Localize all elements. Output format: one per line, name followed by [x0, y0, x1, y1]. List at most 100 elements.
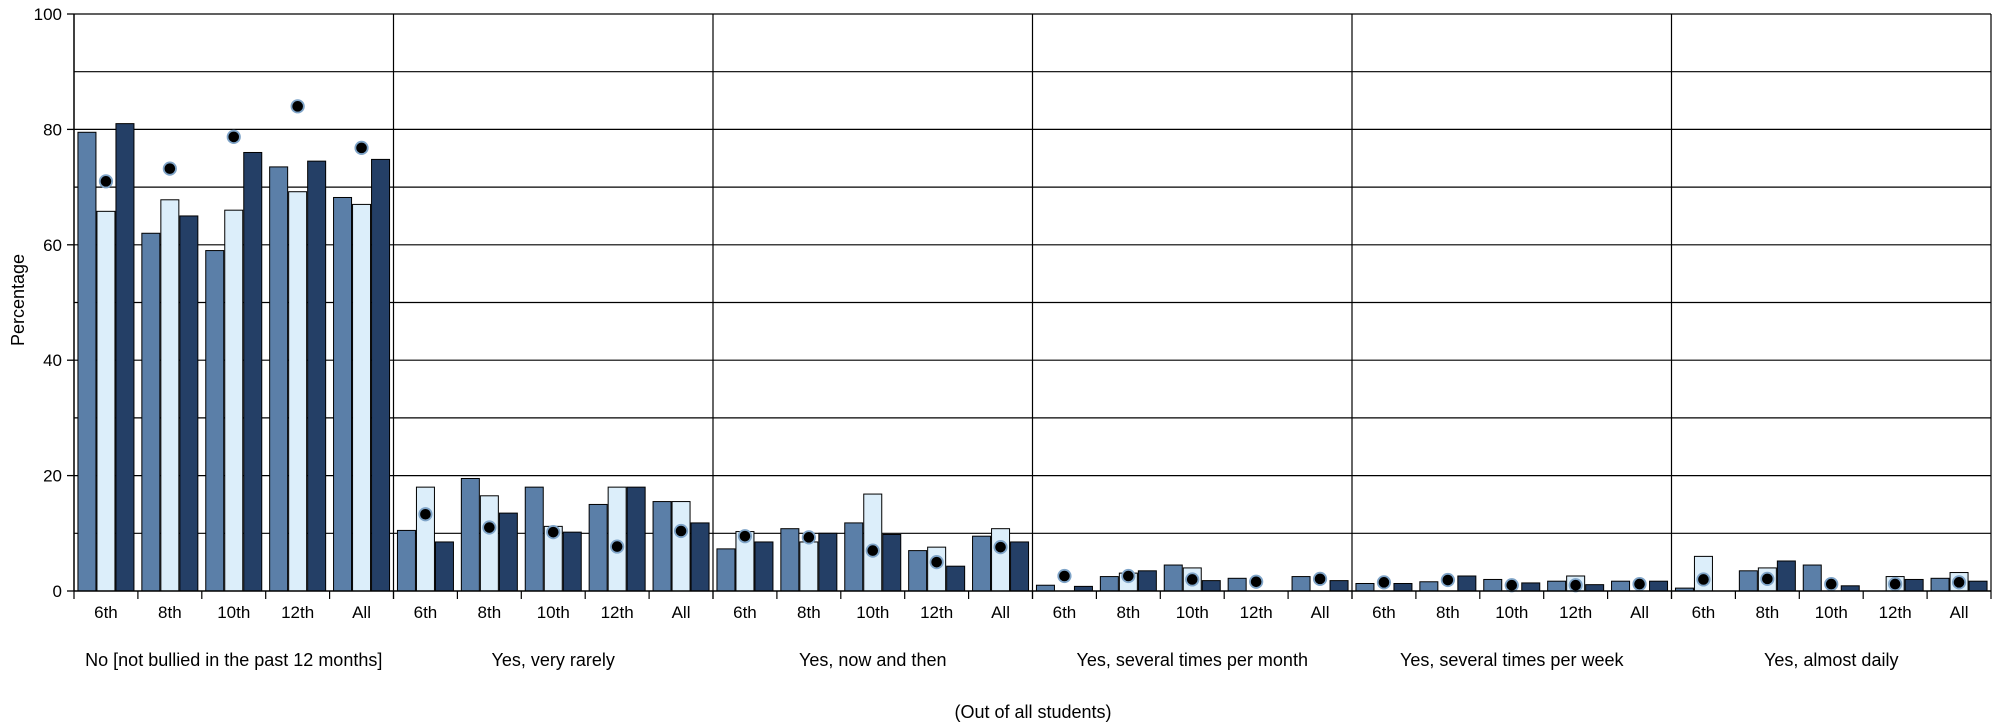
marker-point — [993, 540, 1008, 555]
bar — [1776, 560, 1796, 592]
marker-point — [1249, 574, 1264, 589]
grade-label: 12th — [281, 603, 314, 622]
bar — [754, 541, 774, 592]
bar — [1201, 580, 1221, 592]
grade-label: All — [1630, 603, 1649, 622]
bar — [1457, 575, 1477, 592]
bar — [1585, 584, 1605, 592]
bar — [352, 203, 372, 592]
group-label: No [not bullied in the past 12 months] — [85, 650, 382, 670]
grade-label: 6th — [1053, 603, 1077, 622]
bar — [524, 486, 544, 592]
grade-label: All — [672, 603, 691, 622]
grade-label: 6th — [1372, 603, 1396, 622]
grade-label: 10th — [1176, 603, 1209, 622]
bar — [946, 565, 966, 592]
y-axis-title: Percentage — [8, 254, 28, 346]
marker-point — [1504, 578, 1519, 593]
bar — [1611, 580, 1631, 592]
marker-point — [290, 99, 305, 114]
bar — [115, 123, 135, 592]
y-tick-label: 20 — [43, 467, 62, 486]
bar — [269, 166, 289, 592]
grade-label: 6th — [94, 603, 118, 622]
grade-label: 12th — [920, 603, 953, 622]
bar — [652, 501, 672, 592]
group-label: Yes, almost daily — [1764, 650, 1898, 670]
bar — [882, 533, 902, 592]
grade-label: 12th — [1240, 603, 1273, 622]
bar — [1802, 564, 1822, 592]
grade-label: 6th — [733, 603, 757, 622]
grade-label: 12th — [1559, 603, 1592, 622]
grade-label: 8th — [1117, 603, 1141, 622]
y-tick-label: 100 — [34, 5, 62, 24]
marker-point — [1057, 568, 1072, 584]
marker-point — [1632, 576, 1647, 592]
bar — [562, 531, 582, 592]
bar — [972, 535, 992, 592]
marker-point — [1376, 575, 1392, 590]
marker-point — [418, 507, 433, 522]
bar — [396, 529, 416, 592]
grade-label: 12th — [1879, 603, 1912, 622]
grade-label: 12th — [601, 603, 634, 622]
group-label: Yes, very rarely — [492, 650, 615, 670]
grade-label: 10th — [537, 603, 570, 622]
group-label: Yes, several times per month — [1077, 650, 1308, 670]
bar — [1904, 578, 1924, 592]
bar — [1968, 580, 1988, 592]
marker-point — [1951, 575, 1967, 590]
bar — [1419, 581, 1439, 592]
grade-label: 10th — [1495, 603, 1528, 622]
bar — [288, 191, 308, 592]
x-axis-title: (Out of all students) — [954, 702, 1111, 722]
y-tick-label: 60 — [43, 236, 62, 255]
marker-point — [929, 555, 944, 570]
marker-point — [482, 520, 497, 535]
bar — [1483, 578, 1503, 592]
bar — [1930, 577, 1950, 592]
bar — [434, 541, 454, 592]
bar — [205, 250, 225, 592]
marker-point — [98, 174, 114, 189]
bar — [690, 522, 710, 592]
group-label: Yes, several times per week — [1400, 650, 1624, 670]
bar — [1547, 580, 1567, 592]
marker-point — [865, 543, 880, 558]
axes — [67, 13, 1992, 599]
grade-label: 8th — [797, 603, 821, 622]
marker-point — [354, 140, 369, 155]
grade-label: 10th — [217, 603, 250, 622]
grade-label: 8th — [1756, 603, 1780, 622]
bar — [1521, 582, 1541, 592]
bars — [77, 123, 1988, 592]
bar — [498, 512, 518, 592]
marker-point — [1312, 571, 1328, 586]
bar — [1649, 580, 1669, 592]
grade-label: 8th — [478, 603, 502, 622]
marker-point — [673, 523, 689, 539]
grade-label: All — [991, 603, 1010, 622]
bar — [160, 199, 180, 592]
bar — [1099, 576, 1119, 592]
marker-point — [801, 530, 816, 545]
marker-point — [1568, 578, 1583, 593]
bar — [1393, 582, 1413, 592]
group-label: Yes, now and then — [799, 650, 946, 670]
grid-lines — [74, 13, 1992, 591]
marker-point — [610, 539, 625, 554]
marker-point — [546, 525, 561, 540]
grade-label: 10th — [856, 603, 889, 622]
grade-label: All — [1311, 603, 1330, 622]
bar — [307, 160, 327, 592]
bar — [1137, 570, 1157, 592]
bar — [1010, 541, 1030, 592]
marker-point — [1696, 572, 1711, 587]
labels: 0 20 40 60 80 100 6th 8th 10th 12th All No [not bul… — [34, 5, 1969, 670]
bar — [460, 477, 480, 592]
bar — [818, 532, 838, 592]
bar — [863, 493, 883, 592]
marker-point — [1440, 572, 1455, 588]
bar — [179, 215, 199, 592]
